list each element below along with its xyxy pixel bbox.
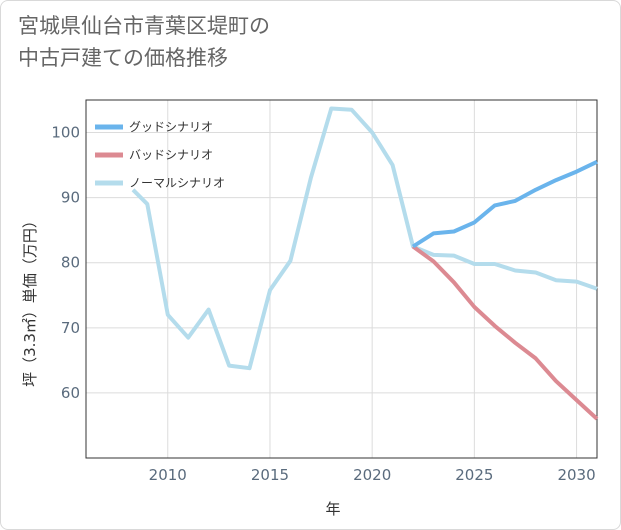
y-tick-label: 80 xyxy=(61,254,80,272)
y-tick-label: 90 xyxy=(61,189,80,207)
y-tick-label: 60 xyxy=(61,384,80,402)
chart-title-line1: 宮城県仙台市青葉区堤町の xyxy=(18,14,270,38)
chart-title-line2: 中古戸建ての価格推移 xyxy=(18,46,228,70)
x-tick-label: 2025 xyxy=(455,466,493,484)
plot-area xyxy=(85,99,598,459)
x-tick-label: 2015 xyxy=(251,466,289,484)
y-tick-label: 70 xyxy=(61,319,80,337)
grid-lines xyxy=(86,100,597,458)
series-line-1 xyxy=(411,244,599,421)
x-tick-label: 2020 xyxy=(353,466,391,484)
series-line-0 xyxy=(411,159,598,249)
legend-label-2: ノーマルシナリオ xyxy=(129,176,225,190)
x-tick-label: 2030 xyxy=(557,466,595,484)
axis-ticks: 2010 2015 2020 2025 2030 60 70 80 90 100 xyxy=(51,124,595,484)
series-lines xyxy=(131,106,599,421)
x-axis-label: 年 xyxy=(325,500,340,518)
series-line-2 xyxy=(131,106,598,371)
x-tick-label: 2010 xyxy=(149,466,187,484)
legend-label-1: バッドシナリオ xyxy=(129,148,213,162)
chart-title: 宮城県仙台市青葉区堤町の 中古戸建ての価格推移 xyxy=(18,10,270,74)
y-tick-label: 100 xyxy=(51,124,80,142)
y-axis-label: 坪（3.3㎡）単価（万円） xyxy=(21,213,39,387)
legend-label-0: グッドシナリオ xyxy=(129,120,213,134)
